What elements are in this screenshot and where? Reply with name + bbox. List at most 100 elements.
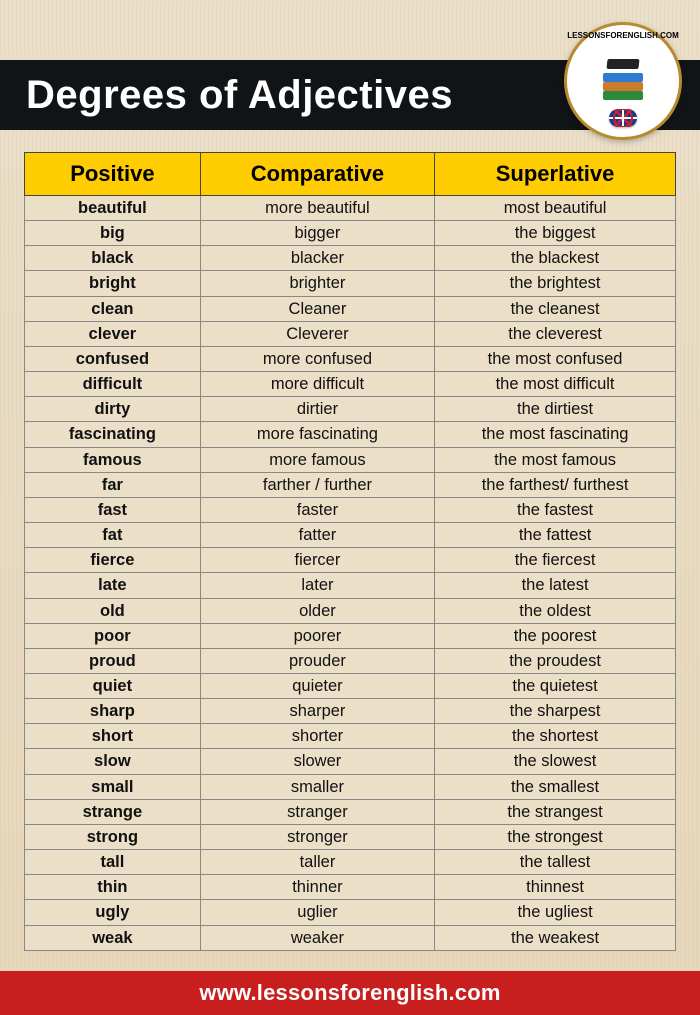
cell-positive: late — [25, 573, 201, 598]
cell-superlative: the tallest — [435, 850, 676, 875]
cell-superlative: the slowest — [435, 749, 676, 774]
site-logo: LessonsForEnglish.Com — [564, 22, 682, 140]
cell-comparative: shorter — [200, 724, 434, 749]
table-row: proudprouderthe proudest — [25, 648, 676, 673]
cell-comparative: Cleaner — [200, 296, 434, 321]
books-icon — [601, 67, 645, 101]
table-row: dirtydirtierthe dirtiest — [25, 397, 676, 422]
cell-positive: clean — [25, 296, 201, 321]
table-row: talltallerthe tallest — [25, 850, 676, 875]
table-row: strangestrangerthe strangest — [25, 799, 676, 824]
cell-comparative: brighter — [200, 271, 434, 296]
cell-positive: ugly — [25, 900, 201, 925]
cell-comparative: stranger — [200, 799, 434, 824]
logo-text: LessonsForEnglish.Com — [567, 32, 679, 40]
cell-positive: famous — [25, 447, 201, 472]
table-row: cleanCleanerthe cleanest — [25, 296, 676, 321]
cell-superlative: the smallest — [435, 774, 676, 799]
table-row: poorpoorerthe poorest — [25, 623, 676, 648]
cell-comparative: more difficult — [200, 372, 434, 397]
cell-positive: clever — [25, 321, 201, 346]
footer-bar: www.lessonsforenglish.com — [0, 971, 700, 1015]
col-header-superlative: Superlative — [435, 153, 676, 196]
cell-superlative: the most confused — [435, 346, 676, 371]
cell-positive: short — [25, 724, 201, 749]
cell-superlative: the cleanest — [435, 296, 676, 321]
cell-superlative: the strongest — [435, 824, 676, 849]
cell-positive: confused — [25, 346, 201, 371]
cell-superlative: the most difficult — [435, 372, 676, 397]
cell-superlative: the proudest — [435, 648, 676, 673]
cell-superlative: the strangest — [435, 799, 676, 824]
cell-comparative: fatter — [200, 523, 434, 548]
cell-positive: tall — [25, 850, 201, 875]
cell-comparative: blacker — [200, 246, 434, 271]
table-row: fatfatterthe fattest — [25, 523, 676, 548]
cell-positive: poor — [25, 623, 201, 648]
table-row: famousmore famousthe most famous — [25, 447, 676, 472]
cell-superlative: thinnest — [435, 875, 676, 900]
cell-comparative: more fascinating — [200, 422, 434, 447]
cell-positive: big — [25, 221, 201, 246]
cell-positive: difficult — [25, 372, 201, 397]
table-row: difficultmore difficultthe most difficul… — [25, 372, 676, 397]
cell-comparative: older — [200, 598, 434, 623]
table-row: farfarther / furtherthe farthest/ furthe… — [25, 472, 676, 497]
table-row: fiercefiercerthe fiercest — [25, 548, 676, 573]
table-row: smallsmallerthe smallest — [25, 774, 676, 799]
table-row: brightbrighterthe brightest — [25, 271, 676, 296]
cell-superlative: the shortest — [435, 724, 676, 749]
table-row: oldolderthe oldest — [25, 598, 676, 623]
adjectives-table-container: Positive Comparative Superlative beautif… — [24, 152, 676, 951]
cell-comparative: sharper — [200, 699, 434, 724]
table-row: bigbiggerthe biggest — [25, 221, 676, 246]
cell-positive: fascinating — [25, 422, 201, 447]
cell-superlative: the poorest — [435, 623, 676, 648]
table-row: shortshorterthe shortest — [25, 724, 676, 749]
cell-superlative: the fastest — [435, 497, 676, 522]
cell-superlative: the blackest — [435, 246, 676, 271]
table-header-row: Positive Comparative Superlative — [25, 153, 676, 196]
cell-comparative: poorer — [200, 623, 434, 648]
table-row: latelaterthe latest — [25, 573, 676, 598]
cell-comparative: later — [200, 573, 434, 598]
cell-positive: dirty — [25, 397, 201, 422]
cell-comparative: more famous — [200, 447, 434, 472]
cell-comparative: taller — [200, 850, 434, 875]
cell-positive: proud — [25, 648, 201, 673]
table-row: thinthinnerthinnest — [25, 875, 676, 900]
cell-comparative: prouder — [200, 648, 434, 673]
cell-comparative: uglier — [200, 900, 434, 925]
cell-superlative: the fattest — [435, 523, 676, 548]
cell-comparative: slower — [200, 749, 434, 774]
cell-comparative: faster — [200, 497, 434, 522]
table-row: fascinatingmore fascinatingthe most fasc… — [25, 422, 676, 447]
cell-positive: weak — [25, 925, 201, 950]
cell-positive: old — [25, 598, 201, 623]
cell-superlative: most beautiful — [435, 196, 676, 221]
table-row: fastfasterthe fastest — [25, 497, 676, 522]
cell-positive: small — [25, 774, 201, 799]
cell-positive: strong — [25, 824, 201, 849]
cell-comparative: smaller — [200, 774, 434, 799]
cell-superlative: the most fascinating — [435, 422, 676, 447]
uk-flag-icon — [609, 109, 637, 127]
cell-comparative: fiercer — [200, 548, 434, 573]
cell-superlative: the oldest — [435, 598, 676, 623]
cell-positive: black — [25, 246, 201, 271]
cell-comparative: Cleverer — [200, 321, 434, 346]
cell-superlative: the brightest — [435, 271, 676, 296]
cell-positive: fast — [25, 497, 201, 522]
table-row: weakweakerthe weakest — [25, 925, 676, 950]
table-row: strongstrongerthe strongest — [25, 824, 676, 849]
cell-superlative: the quietest — [435, 673, 676, 698]
cell-superlative: the weakest — [435, 925, 676, 950]
table-row: blackblackerthe blackest — [25, 246, 676, 271]
cell-positive: bright — [25, 271, 201, 296]
col-header-positive: Positive — [25, 153, 201, 196]
cell-comparative: thinner — [200, 875, 434, 900]
cell-comparative: dirtier — [200, 397, 434, 422]
footer-url: www.lessonsforenglish.com — [199, 980, 500, 1006]
cell-superlative: the biggest — [435, 221, 676, 246]
cell-positive: fat — [25, 523, 201, 548]
